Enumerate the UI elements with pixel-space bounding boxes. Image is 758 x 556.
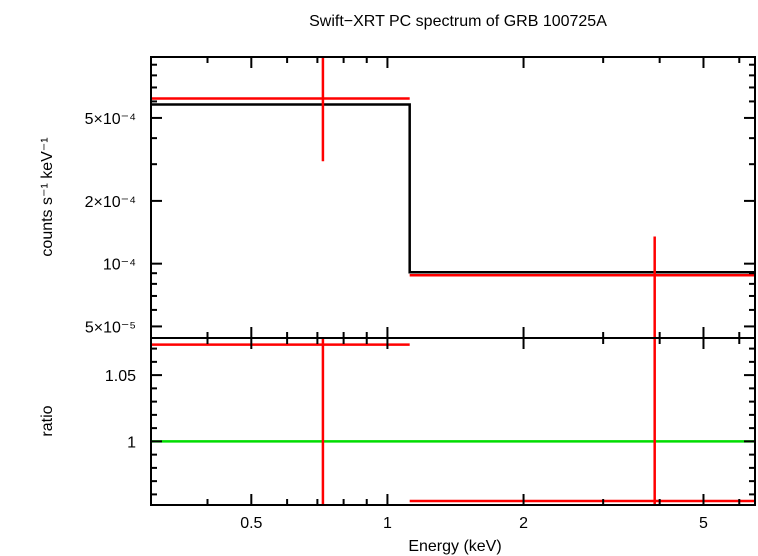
x-axis-label: Energy (keV) [408, 538, 501, 555]
spectrum-panel: 5×10⁻⁵ 10⁻⁴ 2×10⁻⁴ 5×10⁻⁴ counts s⁻¹ keV⁻¹ [39, 56, 756, 339]
chart-title: Swift−XRT PC spectrum of GRB 100725A [309, 13, 607, 30]
x-tick-label: 5 [699, 515, 708, 532]
ratio-y-tick-label: 1 [127, 434, 136, 451]
spectrum-y-tick-label: 2×10⁻⁴ [85, 194, 136, 211]
x-tick-label: 1 [383, 515, 392, 532]
x-tick-label: 2 [519, 515, 528, 532]
ratio-y-axis-label: ratio [39, 405, 56, 436]
x-tick-label: 0.5 [240, 515, 262, 532]
ratio-panel: 1 1.05 ratio [39, 337, 756, 506]
model-step-line [151, 103, 755, 274]
ratio-panel-frame [150, 337, 756, 506]
ratio-y-tick-label: 1.05 [105, 368, 136, 385]
spectrum-y-axis-label: counts s⁻¹ keV⁻¹ [39, 137, 56, 256]
spectrum-y-tick-label: 5×10⁻⁵ [85, 319, 136, 336]
spectrum-y-tick-label: 10⁻⁴ [103, 257, 136, 274]
spectrum-y-tick-label: 5×10⁻⁴ [85, 111, 136, 128]
